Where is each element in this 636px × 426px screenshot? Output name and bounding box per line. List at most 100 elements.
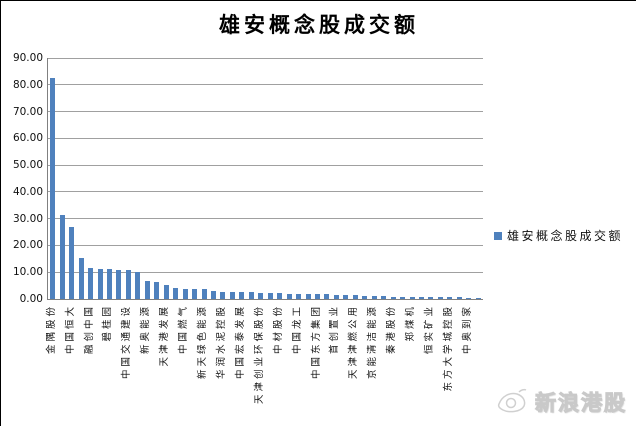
x-axis-label: 中材股份 <box>273 304 285 419</box>
x-axis-label: 中国交通建设 <box>121 304 133 419</box>
legend-swatch <box>494 231 502 240</box>
y-axis-tick: 40.00 <box>12 185 43 198</box>
x-axis-label-text: 中国宏泰发展 <box>234 304 246 380</box>
bar <box>154 281 160 299</box>
bar <box>400 296 406 299</box>
chart-title: 雄安概念股成交额 <box>219 13 419 37</box>
bar <box>381 295 387 299</box>
x-axis-label: 天津港发展 <box>159 304 171 419</box>
legend: 雄安概念股成交额 <box>494 227 623 244</box>
x-axis-label-text: 秦港股份 <box>386 304 398 355</box>
x-axis-labels: 金隅股份 中国恒大 融创中国 碧桂园 中国交通建设 新奥能源 天津港发展 中国燃气 新天绿色能源… <box>46 304 482 422</box>
bar <box>305 293 311 299</box>
y-axis-tick: 20.00 <box>12 239 43 252</box>
bar <box>50 78 56 299</box>
bar <box>229 291 235 299</box>
x-axis-label: 秦港股份 <box>386 304 398 419</box>
bar <box>475 297 481 299</box>
x-axis-label-text: 中国恒大 <box>64 304 76 355</box>
x-axis-label-text: 中国东方集团 <box>310 304 322 380</box>
bar <box>409 296 415 299</box>
x-axis-label-text: 郑煤机 <box>405 304 417 342</box>
y-axis-tick: 70.00 <box>12 105 43 118</box>
bar <box>173 287 179 299</box>
x-axis-label: 中国东方集团 <box>311 304 323 419</box>
y-axis-tick: 10.00 <box>12 266 43 279</box>
x-axis-label-text: 中材股份 <box>272 304 284 355</box>
x-axis-label-text: 中国龙工 <box>291 304 303 355</box>
y-axis-tick: 0.00 <box>19 293 43 305</box>
watermark-text: 新浪港股 <box>535 391 627 416</box>
gridline <box>48 164 483 166</box>
watermark: 新浪港股 <box>495 386 627 418</box>
x-axis-label-text: 东方大学城控股 <box>442 304 454 392</box>
bar <box>106 268 112 299</box>
bar <box>456 297 462 299</box>
bar <box>419 297 425 299</box>
x-axis-label-text: 新奥能源 <box>140 304 152 355</box>
bar <box>88 268 94 299</box>
bar <box>239 292 245 299</box>
bar <box>125 270 131 299</box>
x-axis-label: 中国燃气 <box>178 304 190 419</box>
x-axis-label-text: 金隅股份 <box>45 304 57 355</box>
gridline <box>48 84 483 86</box>
bar <box>286 293 292 299</box>
sina-eye-logo-icon <box>495 386 529 418</box>
x-axis-label: 首创置业 <box>329 304 341 419</box>
x-axis-label-text: 中奥到家 <box>461 304 473 355</box>
x-axis-label-text: 融创中国 <box>83 304 95 355</box>
bar <box>371 295 377 299</box>
bar <box>333 294 339 299</box>
x-axis-label-text: 碧桂园 <box>102 304 114 342</box>
bar <box>258 292 264 299</box>
x-axis-label: 新奥能源 <box>140 304 152 419</box>
bar <box>277 293 283 299</box>
bar <box>248 292 254 299</box>
x-axis-label-text: 华润水泥控股 <box>215 304 227 380</box>
gridline <box>48 111 483 113</box>
bar <box>343 294 349 299</box>
bar <box>362 295 368 299</box>
y-axis: 0.00 10.00 20.00 30.00 40.00 50.00 60.00 70.00 8… <box>1 52 43 305</box>
x-axis-label: 天津创业环保股份 <box>254 304 266 419</box>
x-axis-label-text: 天津津燃公用 <box>348 304 360 380</box>
y-axis-tick: 30.00 <box>12 212 43 225</box>
y-axis-tick: 80.00 <box>12 78 43 91</box>
x-axis-label: 天津津燃公用 <box>348 304 360 419</box>
x-axis-label: 华润水泥控股 <box>216 304 228 419</box>
x-axis-label-text: 恒实矿业 <box>423 304 435 355</box>
bar <box>135 271 141 299</box>
x-axis-label-text: 中国燃气 <box>178 304 190 355</box>
bar <box>324 294 330 299</box>
bar <box>201 289 207 299</box>
x-axis-label-text: 中国交通建设 <box>121 304 133 380</box>
bar <box>210 290 216 299</box>
y-axis-tick: 60.00 <box>12 132 43 145</box>
bar <box>390 296 396 299</box>
x-axis-label-text: 新天绿色能源 <box>197 304 209 380</box>
x-axis-label: 恒实矿业 <box>424 304 436 419</box>
bar <box>97 269 103 299</box>
x-axis-label: 新天绿色能源 <box>197 304 209 419</box>
x-axis-label: 中国恒大 <box>65 304 77 419</box>
x-axis-label: 中国宏泰发展 <box>235 304 247 419</box>
bar <box>144 280 150 299</box>
x-axis-label: 金隅股份 <box>46 304 58 419</box>
bar <box>428 297 434 299</box>
x-axis-label: 中国龙工 <box>292 304 304 419</box>
bar <box>315 294 320 299</box>
bar <box>447 297 453 299</box>
gridline <box>48 191 483 193</box>
x-axis-label-text: 天津港发展 <box>159 304 171 367</box>
x-axis-label: 京能清洁能源 <box>367 304 379 419</box>
bar <box>78 258 84 299</box>
x-axis-label: 东方大学城控股 <box>443 304 455 419</box>
bar <box>352 295 358 299</box>
bar <box>192 288 198 299</box>
bar <box>182 288 188 299</box>
y-axis-tick: 50.00 <box>12 159 43 172</box>
gridline <box>48 57 483 59</box>
bar <box>437 297 443 299</box>
